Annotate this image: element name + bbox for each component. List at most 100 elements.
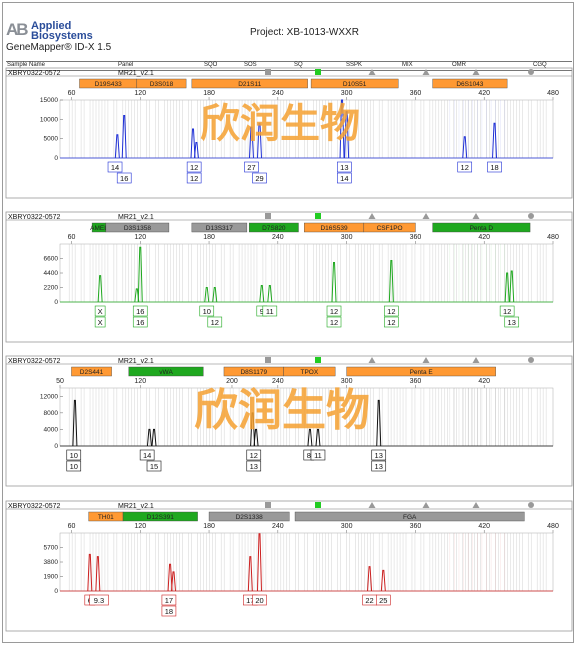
qc-cgq-triangle-icon: [472, 502, 480, 508]
trace-peak: [339, 99, 345, 159]
trace-peak: [190, 128, 196, 159]
trace-peak: [212, 287, 218, 303]
allele-call-row1: 12: [503, 307, 511, 316]
trace-peak: [171, 571, 177, 592]
allele-call-row2-box: [326, 316, 342, 328]
allele-bins: [68, 100, 547, 158]
allele-call-row1: 14: [111, 163, 119, 172]
y-tick-label: 8000: [44, 410, 59, 417]
trace-peak: [151, 428, 157, 447]
qc-omr-triangle-icon: [422, 502, 430, 508]
plot-area: [59, 243, 554, 303]
y-tick-label: 12000: [40, 393, 58, 400]
y-tick-label: 1900: [44, 574, 59, 581]
locus-label: D8S1179: [240, 369, 267, 376]
qc-sq-icon: [265, 502, 271, 508]
allele-call-row2: 12: [387, 318, 395, 327]
locus-label: TH01: [98, 514, 114, 521]
col-mix: MIX: [402, 62, 413, 68]
allele-call-row1-box: [132, 305, 148, 317]
y-tick-label: 10000: [40, 116, 58, 123]
panel-border: [5, 211, 573, 343]
sample-name-label: XBRY0322-0572: [8, 503, 61, 510]
trace-peak: [250, 412, 256, 447]
watermark-text: 欣润生物: [194, 386, 370, 435]
y-tick-label: 0: [54, 443, 58, 450]
chart-panel-4: XBRY0322-0572 MR21_v2.1 TH01 D12S391 D2S1338…: [5, 500, 573, 632]
qc-omr-triangle-icon: [422, 69, 430, 75]
logo-line-1: Applied: [31, 20, 72, 32]
col-sos: SOS: [244, 62, 257, 68]
locus-label: D2S1338: [236, 514, 263, 521]
x-tick-label: 180: [203, 523, 215, 530]
qc-mix-triangle-icon: [368, 69, 376, 75]
allele-call-row1-box: [161, 594, 177, 606]
allele-call-row1: 16: [136, 307, 144, 316]
qc-sq-icon: [265, 213, 271, 219]
x-tick-label: 300: [341, 523, 353, 530]
trace-peak: [376, 399, 382, 447]
x-tick-label: 480: [547, 523, 559, 530]
allele-call-row2: 12: [190, 174, 198, 183]
allele-call-row2: 12: [330, 318, 338, 327]
locus-label: D6S1043: [456, 81, 483, 88]
allele-call-row1: 9: [260, 307, 264, 316]
allele-call-row1: 18: [490, 163, 498, 172]
locus-bar: [310, 78, 399, 89]
locus-bar: [248, 222, 299, 233]
allele-bins: [68, 533, 547, 591]
ab-logo-icon: AB: [6, 20, 29, 39]
locus-bar: [346, 366, 496, 377]
allele-call-row1: 10: [70, 451, 78, 460]
allele-call-row1: 22: [365, 596, 373, 605]
trace-peak: [248, 126, 254, 159]
qc-sspk-icon: [315, 213, 321, 219]
locus-label: D3S018: [150, 81, 174, 88]
allele-call-row1: 27: [247, 163, 255, 172]
allele-call-row2-box: [186, 172, 202, 184]
allele-call-row2-box: [132, 316, 148, 328]
allele-call-row1-box: [252, 594, 267, 606]
trace-peak: [307, 428, 313, 447]
locus-bar: [208, 511, 290, 522]
qc-omr-triangle-icon: [422, 357, 430, 363]
allele-call-row1-box: [499, 305, 515, 317]
allele-call-row1: 9.3: [94, 596, 104, 605]
trace-peak: [504, 272, 510, 303]
locus-label: D7S820: [262, 225, 286, 232]
locus-label: D19S433: [95, 81, 122, 88]
x-tick-label: 240: [272, 90, 284, 97]
allele-call-row1-box: [487, 161, 502, 173]
x-tick-label: 60: [68, 90, 76, 97]
allele-call-row1: 12: [461, 163, 469, 172]
x-tick-label: 360: [410, 378, 422, 385]
locus-bar: [136, 78, 187, 89]
locus-label: CSF1PO: [377, 225, 403, 232]
allele-call-row2-box: [371, 460, 387, 472]
trace-peak: [256, 533, 262, 592]
y-tick-label: 5000: [44, 136, 59, 143]
locus-label: Penta E: [410, 369, 434, 376]
allele-call-row2-box: [161, 605, 177, 617]
allele-call-row1: 11: [266, 307, 274, 316]
trace-peak: [121, 114, 127, 159]
allele-call-row2: 13: [250, 462, 258, 471]
qc-flag-circle-icon: [528, 213, 534, 219]
trace-peak: [331, 261, 337, 303]
locus-bar: [432, 222, 531, 233]
locus-label: vWA: [159, 369, 173, 376]
allele-call-row1-box: [89, 594, 109, 606]
allele-call-row1: 10: [203, 307, 211, 316]
allele-call-row2-box: [116, 172, 132, 184]
allele-call-row2: 13: [508, 318, 516, 327]
x-tick-label: 180: [203, 90, 215, 97]
chart-panel-1: XBRY0322-0572 MR21_v2.1 D19S433 D3S018 D21S1…: [5, 67, 573, 199]
locus-label: FGA: [403, 514, 417, 521]
x-tick-label: 420: [478, 90, 490, 97]
y-tick-label: 6600: [44, 256, 59, 263]
allele-call-row1: 14: [143, 451, 151, 460]
allele-call-row1: 17: [246, 596, 254, 605]
x-tick-label: 480: [547, 90, 559, 97]
y-tick-label: 5700: [44, 545, 59, 552]
allele-call-row1-box: [186, 161, 202, 173]
